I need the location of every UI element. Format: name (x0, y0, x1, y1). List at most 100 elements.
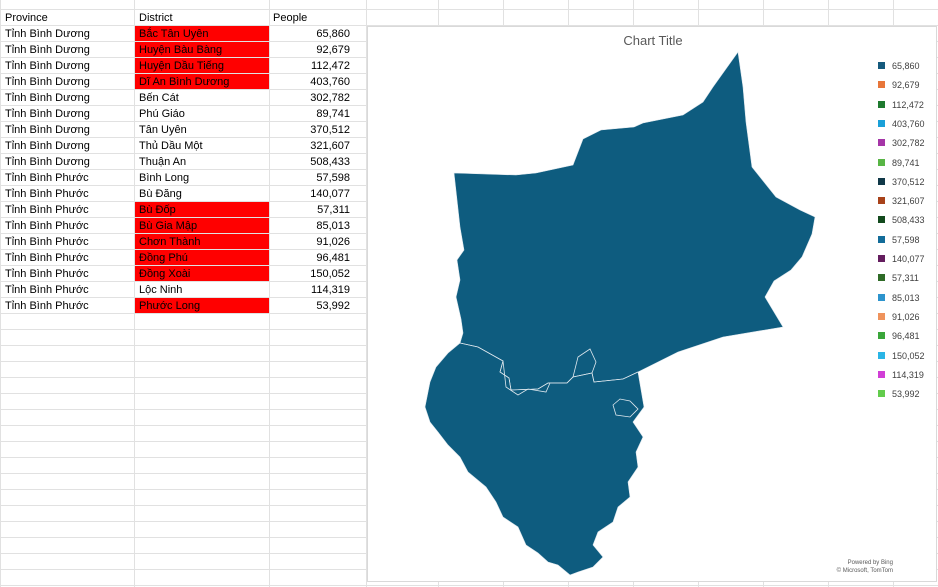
cell-district[interactable]: Đồng Xoài (134, 265, 270, 282)
legend-item[interactable]: 321,607 (878, 195, 938, 207)
grid-row-line (0, 25, 938, 26)
table-row: Tỉnh Bình Phước Bù Đốp 57,311 (0, 201, 367, 218)
grid-row-line (0, 9, 938, 10)
cell-people[interactable]: 57,598 (269, 169, 367, 186)
cell-district[interactable]: Bắc Tân Uyên (134, 25, 270, 42)
cell-people[interactable]: 302,782 (269, 89, 367, 106)
cell-province[interactable]: Tỉnh Bình Phước (0, 185, 135, 202)
cell-people[interactable]: 114,319 (269, 281, 367, 298)
legend-item[interactable]: 302,782 (878, 137, 938, 149)
cell-province[interactable]: Tỉnh Bình Phước (0, 249, 135, 266)
legend-item[interactable]: 140,077 (878, 253, 938, 265)
cell-province[interactable]: Tỉnh Bình Dương (0, 137, 135, 154)
cell-people[interactable]: 370,512 (269, 121, 367, 138)
legend-label: 150,052 (892, 350, 925, 361)
cell-district[interactable]: Phú Giáo (134, 105, 270, 122)
cell-province[interactable]: Tỉnh Bình Dương (0, 73, 135, 90)
legend-item[interactable]: 150,052 (878, 350, 938, 362)
table-row: Tỉnh Bình Dương Huyện Dầu Tiếng 112,472 (0, 57, 367, 74)
cell-people[interactable]: 65,860 (269, 25, 367, 42)
cell-province[interactable]: Tỉnh Bình Phước (0, 281, 135, 298)
legend-item[interactable]: 57,598 (878, 234, 938, 246)
table-row: Tỉnh Bình Dương Bắc Tân Uyên 65,860 (0, 25, 367, 42)
cell-province[interactable]: Tỉnh Bình Phước (0, 201, 135, 218)
table-row: Tỉnh Bình Dương Phú Giáo 89,741 (0, 105, 367, 122)
cell-province[interactable]: Tỉnh Bình Dương (0, 57, 135, 74)
cell-people[interactable]: 508,433 (269, 153, 367, 170)
cell-people[interactable]: 112,472 (269, 57, 367, 74)
cell-district[interactable]: Đồng Phú (134, 249, 270, 266)
legend-item[interactable]: 91,026 (878, 311, 938, 323)
cell-district[interactable]: Huyện Bàu Bàng (134, 41, 270, 58)
choropleth-map[interactable] (368, 27, 938, 583)
legend-item[interactable]: 403,760 (878, 118, 938, 130)
legend-label: 65,860 (892, 61, 920, 71)
legend-item[interactable]: 114,319 (878, 369, 938, 381)
legend-item[interactable]: 85,013 (878, 292, 938, 304)
legend-item[interactable]: 57,311 (878, 272, 938, 284)
cell-district[interactable]: Chơn Thành (134, 233, 270, 250)
cell-people[interactable]: 403,760 (269, 73, 367, 90)
cell-district[interactable]: Thủ Dầu Một (134, 137, 270, 154)
cell-district[interactable]: Phước Long (134, 297, 270, 314)
cell-district[interactable]: Bù Đăng (134, 185, 270, 202)
map-chart[interactable]: Chart Title 65,860 92,679 112,472 403,760 30… (367, 26, 937, 582)
cell-province[interactable]: Tỉnh Bình Phước (0, 217, 135, 234)
cell-district[interactable]: Thuận An (134, 153, 270, 170)
cell-province[interactable]: Tỉnh Bình Phước (0, 265, 135, 282)
cell-district[interactable]: Bến Cát (134, 89, 270, 106)
cell-province[interactable]: Tỉnh Bình Dương (0, 121, 135, 138)
cell-district[interactable]: Huyện Dầu Tiếng (134, 57, 270, 74)
cell-people[interactable]: 89,741 (269, 105, 367, 122)
cell-district[interactable]: Bù Đốp (134, 201, 270, 218)
cell-province[interactable]: Tỉnh Bình Phước (0, 233, 135, 250)
cell-district[interactable]: Bù Gia Mập (134, 217, 270, 234)
cell-province[interactable]: Tỉnh Bình Dương (0, 105, 135, 122)
cell-people[interactable]: 57,311 (269, 201, 367, 218)
legend-item[interactable]: 92,679 (878, 79, 938, 91)
cell-people[interactable]: 53,992 (269, 297, 367, 314)
cell-district[interactable]: Bình Long (134, 169, 270, 186)
cell-district[interactable]: Dĩ An Bình Dương (134, 73, 270, 90)
legend-label: 508,433 (892, 215, 925, 226)
cell-people[interactable]: 140,077 (269, 185, 367, 202)
cell-province[interactable]: Tỉnh Bình Dương (0, 89, 135, 106)
legend-item[interactable]: 508,433 (878, 214, 938, 226)
cell-people[interactable]: 92,679 (269, 41, 367, 58)
cell-province[interactable]: Tỉnh Bình Dương (0, 153, 135, 170)
header-province[interactable]: Province (0, 9, 135, 26)
legend-item[interactable]: 370,512 (878, 176, 938, 188)
cell-people[interactable]: 96,481 (269, 249, 367, 266)
grid-row-line (0, 585, 938, 586)
cell-district[interactable]: Lộc Ninh (134, 281, 270, 298)
table-row: Tỉnh Bình Phước Bù Gia Mập 85,013 (0, 217, 367, 234)
cell-province[interactable]: Tỉnh Bình Phước (0, 297, 135, 314)
legend-swatch (878, 255, 885, 262)
chart-title[interactable]: Chart Title (623, 33, 683, 48)
legend-item[interactable]: 65,860 (878, 60, 938, 72)
map-region-binh-phuoc[interactable] (453, 51, 816, 391)
cell-district[interactable]: Tân Uyên (134, 121, 270, 138)
cell-people[interactable]: 150,052 (269, 265, 367, 282)
legend-label: 321,607 (892, 196, 925, 207)
legend-swatch (878, 390, 885, 398)
cell-province[interactable]: Tỉnh Bình Phước (0, 169, 135, 186)
legend-label: 112,472 (892, 99, 924, 110)
header-people[interactable]: People (269, 9, 367, 26)
table-row: Tỉnh Bình Phước Chơn Thành 91,026 (0, 233, 367, 250)
cell-province[interactable]: Tỉnh Bình Dương (0, 25, 135, 42)
header-district[interactable]: District (134, 9, 270, 26)
table-row: Tỉnh Bình Dương Huyện Bàu Bàng 92,679 (0, 41, 367, 58)
legend-item[interactable]: 89,741 (878, 157, 938, 169)
legend-item[interactable]: 53,992 (878, 388, 938, 400)
legend-item[interactable]: 96,481 (878, 330, 938, 342)
table-row: Tỉnh Bình Phước Bình Long 57,598 (0, 169, 367, 186)
cell-province[interactable]: Tỉnh Bình Dương (0, 41, 135, 58)
cell-people[interactable]: 91,026 (269, 233, 367, 250)
cell-people[interactable]: 321,607 (269, 137, 367, 154)
legend-label: 91,026 (892, 311, 920, 322)
cell-people[interactable]: 85,013 (269, 217, 367, 234)
legend-item[interactable]: 112,472 (878, 99, 938, 111)
legend-swatch (878, 332, 885, 340)
legend-label: 92,679 (892, 80, 920, 91)
